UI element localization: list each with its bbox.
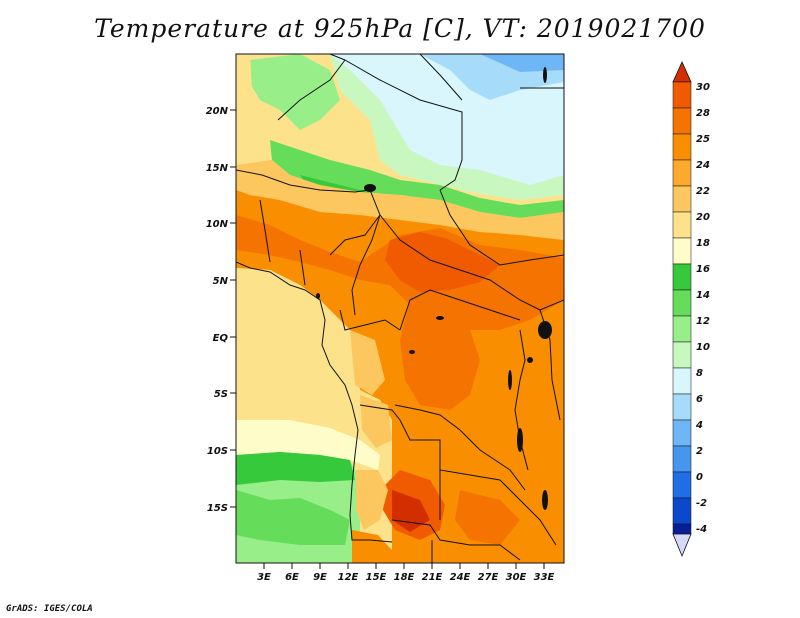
lat-label: 5N xyxy=(213,276,229,287)
colorbar-label: 25 xyxy=(696,134,710,145)
colorbar-label: 10 xyxy=(696,342,710,353)
colorbar-swatch xyxy=(672,133,692,161)
chart-title: Temperature at 925hPa [C], VT: 201902170… xyxy=(94,14,706,43)
colorbar-label: 22 xyxy=(696,186,710,197)
lat-label: EQ xyxy=(213,333,229,344)
colorbar-label: 18 xyxy=(696,238,710,249)
lat-label: 10N xyxy=(206,219,229,230)
lon-label: 30E xyxy=(506,572,527,583)
lon-label: 27E xyxy=(478,572,499,583)
colorbar-swatch xyxy=(672,419,692,447)
colorbar-swatch xyxy=(672,367,692,395)
colorbar-swatch xyxy=(672,445,692,473)
lon-label: 12E xyxy=(338,572,359,583)
colorbar-swatch xyxy=(672,81,692,109)
lat-label: 20N xyxy=(206,106,229,117)
colorbar-label: 16 xyxy=(696,264,710,275)
colorbar-label: 6 xyxy=(696,394,703,405)
colorbar-swatch xyxy=(672,471,692,499)
lon-label: 18E xyxy=(394,572,415,583)
colorbar-swatch xyxy=(672,315,692,343)
colorbar-swatch xyxy=(672,185,692,213)
colorbar-swatch xyxy=(672,211,692,239)
colorbar-swatch xyxy=(672,289,692,317)
colorbar-swatch xyxy=(672,107,692,135)
lon-label: 33E xyxy=(534,572,555,583)
colorbar-label: 8 xyxy=(696,368,703,379)
colorbar-label: 12 xyxy=(696,316,710,327)
colorbar-label: 2 xyxy=(696,446,703,457)
colorbar-label: 4 xyxy=(695,420,703,431)
colorbar-label: 14 xyxy=(696,290,710,301)
temperature-field xyxy=(236,54,564,563)
lat-label: 5S xyxy=(214,389,228,400)
longitude-axis: 3E 6E 9E 12E 15E 18E 21E 24E 27E 30E 33E xyxy=(257,563,555,583)
colorbar-swatch xyxy=(672,263,692,291)
country-borders xyxy=(236,54,564,563)
colorbar-top-arrow xyxy=(672,61,692,83)
lon-label: 3E xyxy=(257,572,271,583)
colorbar-label: 20 xyxy=(696,212,710,223)
map-frame xyxy=(235,53,565,564)
colorbar-swatch xyxy=(672,497,692,525)
latitude-axis: 20N 15N 10N 5N EQ 5S 10S 15S xyxy=(206,106,236,514)
footer-credit: GrADS: IGES/COLA xyxy=(6,604,93,614)
colorbar-label: -4 xyxy=(696,524,707,535)
colorbar-swatch xyxy=(672,393,692,421)
lon-label: 15E xyxy=(366,572,387,583)
colorbar-label: 28 xyxy=(696,108,710,119)
lon-label: 6E xyxy=(285,572,299,583)
colorbar-label: 0 xyxy=(696,472,703,483)
colorbar-swatch xyxy=(672,159,692,187)
colorbar-label: 30 xyxy=(696,82,710,93)
lat-label: 10S xyxy=(207,446,228,457)
colorbar-bottom-arrow xyxy=(672,533,692,558)
colorbar-swatch xyxy=(672,523,692,535)
colorbar-label: 24 xyxy=(696,160,710,171)
colorbar: 30 28 25 24 22 20 18 16 14 12 10 8 6 4 2… xyxy=(672,61,710,558)
colorbar-swatch xyxy=(672,341,692,369)
lon-label: 24E xyxy=(450,572,471,583)
lat-label: 15S xyxy=(207,503,228,514)
lon-label: 9E xyxy=(313,572,327,583)
lat-label: 15N xyxy=(206,163,229,174)
colorbar-label: -2 xyxy=(696,498,707,509)
colorbar-swatch xyxy=(672,237,692,265)
lakes xyxy=(316,67,552,510)
lon-label: 21E xyxy=(422,572,443,583)
